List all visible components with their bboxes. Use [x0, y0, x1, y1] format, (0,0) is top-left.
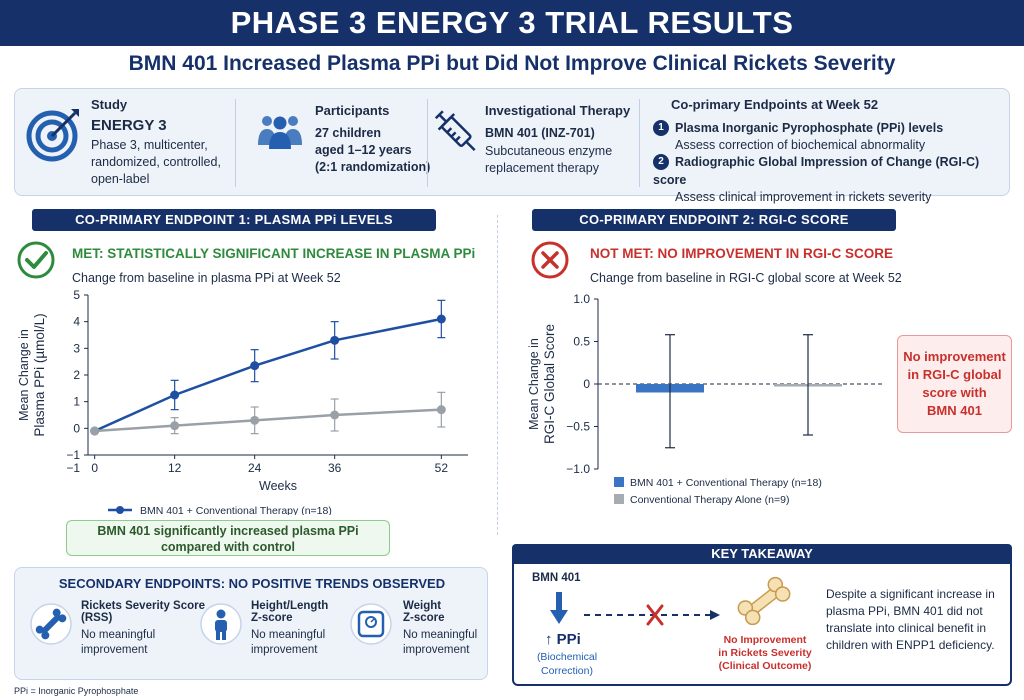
y-tick-label: −1.0	[566, 462, 590, 476]
y-axis-label: Mean Change inRGI-C Global Score	[527, 324, 557, 444]
blocked-arrow-icon	[584, 604, 720, 626]
y-axis-label-line2: RGI-C Global Score	[542, 324, 557, 444]
check-circle-icon	[17, 241, 55, 279]
y-tick-label: 4	[73, 315, 80, 329]
scale-icon	[350, 603, 392, 645]
legend-marker	[116, 506, 124, 514]
rgic-bar-chart: 1.0 0.5 0 −0.5 −1.0 Mean Change inRGI-C Globa…	[527, 292, 882, 506]
participants-icon	[258, 116, 302, 149]
secondary-item-weight: Weight Z-score No meaningful improvement	[403, 600, 478, 656]
takeaway-biochem: (Biochemical Correction)	[536, 651, 598, 677]
endpoint1-pill: CO-PRIMARY ENDPOINT 1: PLASMA PPi LEVELS	[32, 209, 436, 231]
data-point	[436, 314, 446, 324]
bone-takeaway-icon	[737, 576, 791, 626]
participants-details: 27 children aged 1–12 years (2:1 randomiza…	[315, 126, 431, 174]
study-label: Study	[91, 97, 128, 112]
legend-swatch	[614, 477, 624, 487]
x-circle-icon	[531, 241, 569, 279]
person-icon	[200, 603, 242, 645]
x-axis-label: Weeks	[259, 479, 297, 493]
x-tick-label: 0	[91, 461, 98, 475]
data-point	[170, 421, 180, 431]
x-min-label: −1	[66, 461, 80, 475]
legend-label: Conventional Therapy Alone (n=9)	[630, 494, 789, 506]
takeaway-text: Despite a significant increase in plasma …	[826, 587, 995, 652]
data-point	[436, 405, 446, 415]
endpoint2-pill: CO-PRIMARY ENDPOINT 2: RGI-C SCORE	[532, 209, 896, 231]
y-axis-label: Mean Change inPlasma PPi (µmol/L)	[17, 313, 47, 436]
legend-label: BMN 401 + Conventional Therapy (n=18)	[630, 477, 822, 489]
endpoint1-caption: Change from baseline in plasma PPi at We…	[72, 271, 341, 285]
x-tick-label: 52	[435, 461, 449, 475]
endpoint2-callout: No improvement in RGI-C global score with…	[897, 335, 1012, 433]
bone-icon	[30, 603, 72, 645]
series-line-2	[94, 408, 442, 433]
endpoint2-status: NOT MET: NO IMPROVEMENT IN RGI-C SCORE	[590, 246, 894, 261]
y-tick-label: 3	[73, 341, 80, 355]
y-tick-label: 1.0	[573, 292, 590, 306]
therapy-label: Investigational Therapy	[485, 103, 631, 118]
secondary-item-rss: Rickets Severity Score (RSS) No meaningf…	[81, 600, 206, 656]
section-divider	[497, 215, 498, 535]
y-axis-label-line1: Mean Change in	[17, 329, 31, 421]
key-takeaway-title: KEY TAKEAWAY	[512, 544, 1012, 564]
secondary-title: SECONDARY ENDPOINTS: NO POSITIVE TRENDS …	[58, 576, 446, 591]
syringe-icon	[434, 110, 476, 151]
secondary-item-height: Height/Length Z-score No meaningful impr…	[251, 600, 329, 656]
study-design: Phase 3, multicenter, randomized, control…	[91, 138, 221, 186]
target-icon	[26, 109, 79, 162]
legend-label: BMN 401 + Conventional Therapy (n=18)	[140, 505, 332, 515]
series-line-1	[94, 317, 442, 433]
y-tick-label: −1	[66, 448, 80, 462]
secondary-endpoints-panel: SECONDARY ENDPOINTS: NO POSITIVE TRENDS …	[14, 567, 488, 680]
study-name: ENERGY 3	[91, 117, 167, 134]
y-tick-label: 1	[73, 395, 80, 409]
endpoints-label: Co-primary Endpoints at Week 52	[671, 97, 879, 112]
x-tick-label: 24	[248, 461, 262, 475]
x-tick-label: 36	[328, 461, 342, 475]
y-tick-label: 5	[73, 288, 80, 302]
y-axis-label-line2: Plasma PPi (µmol/L)	[32, 313, 47, 436]
data-point	[170, 390, 180, 400]
y-tick-label: 2	[73, 368, 80, 382]
y-tick-label: 0.5	[573, 335, 590, 349]
x-tick-label: 12	[168, 461, 182, 475]
endpoint1-callout: BMN 401 significantly increased plasma P…	[66, 520, 390, 556]
footnote: PPi = Inorganic Pyrophosphate	[14, 686, 139, 696]
takeaway-ppi: ↑ PPi	[545, 631, 581, 648]
data-point	[330, 335, 340, 345]
data-point	[250, 415, 260, 425]
takeaway-no-improvement: No Improvement in Rickets Severity (Clinic…	[718, 634, 812, 672]
y-tick-label: 0	[583, 377, 590, 391]
y-tick-label: −0.5	[566, 420, 590, 434]
y-tick-label: 0	[73, 421, 80, 435]
study-summary-panel: Study ENERGY 3 Phase 3, multicenter, rand…	[14, 88, 1010, 204]
endpoint-item-2: 2 Radiographic Global Impression of Chang…	[653, 153, 980, 204]
data-point	[330, 410, 340, 420]
endpoint2-caption: Change from baseline in RGI-C global sco…	[590, 271, 902, 285]
page-title: PHASE 3 ENERGY 3 TRIAL RESULTS	[0, 0, 1024, 46]
page-subtitle: BMN 401 Increased Plasma PPi but Did Not…	[128, 52, 896, 75]
therapy-name: BMN 401 (INZ-701)	[485, 126, 595, 140]
data-point	[90, 426, 100, 436]
legend-swatch	[614, 494, 624, 504]
endpoint1-status: MET: STATISTICALLY SIGNIFICANT INCREASE …	[72, 246, 476, 261]
down-arrow-icon	[550, 592, 568, 624]
takeaway-drug: BMN 401	[532, 572, 581, 584]
data-point	[250, 361, 260, 371]
therapy-description: Subcutaneous enzyme replacement therapy	[485, 144, 613, 175]
y-axis-label-line1: Mean Change in	[527, 338, 541, 430]
endpoint-item-1: 1 Plasma Inorganic Pyrophosphate (PPi) le…	[653, 119, 1009, 154]
participants-label: Participants	[315, 103, 390, 118]
